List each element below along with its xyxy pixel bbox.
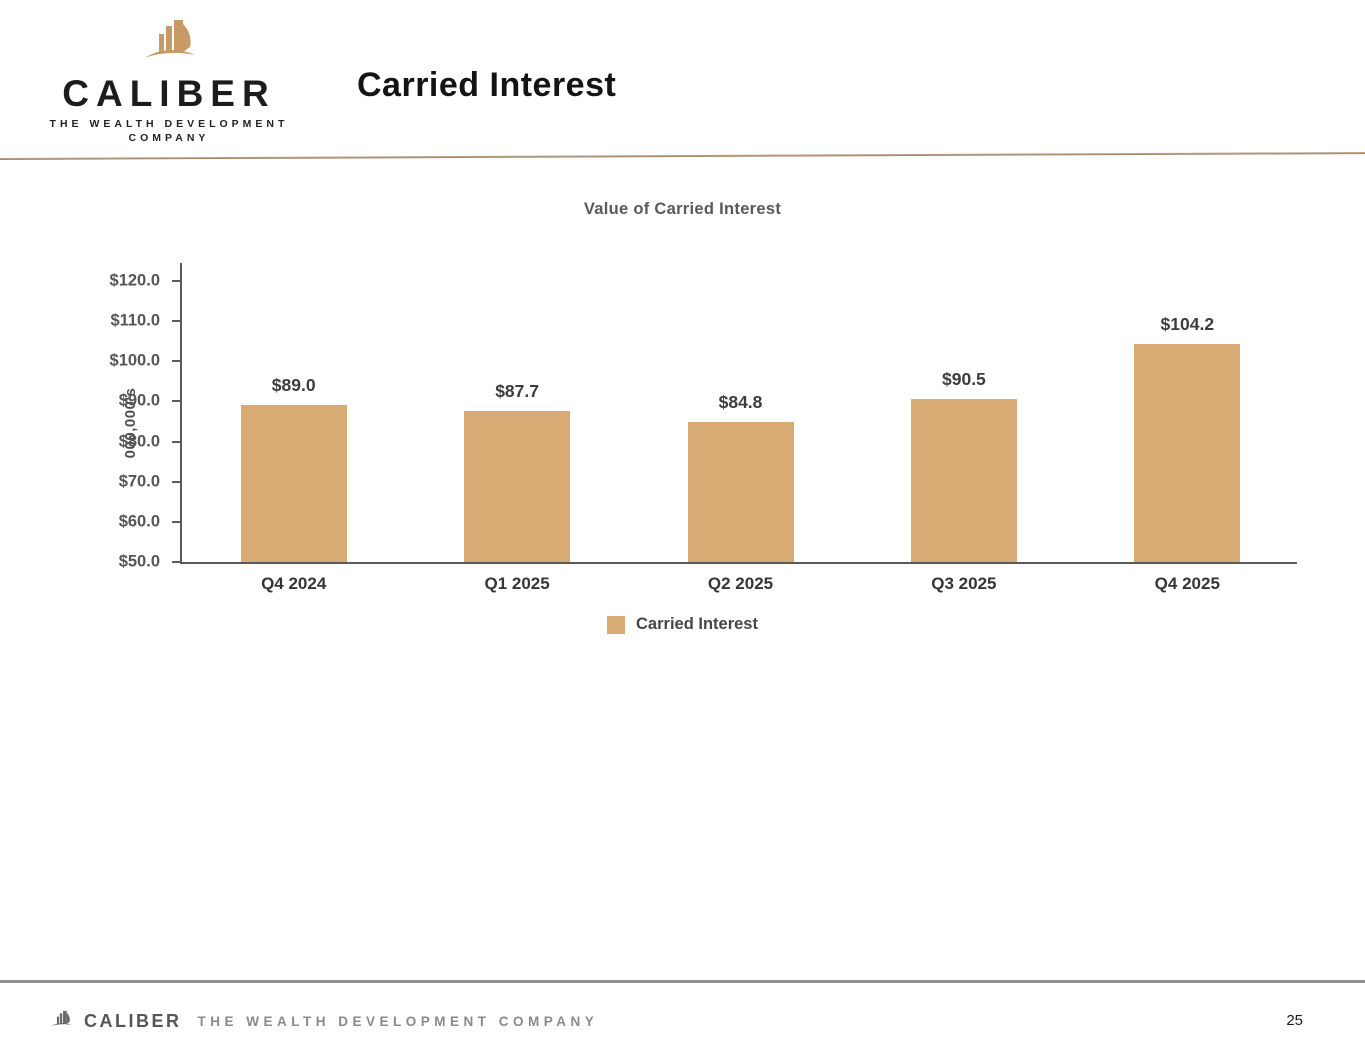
y-axis-tick-label: $120.0 [109,271,160,290]
y-axis-tick [172,320,181,323]
caliber-building-icon-small [48,1008,74,1035]
y-axis-tick [172,440,181,443]
y-axis-tick-label: $110.0 [110,311,160,330]
plot-area: $50.0 $60.0 $70.0 $80.0 $90.0 $100.0 $110.0 $12… [110,263,1297,593]
y-axis-tick-label: $100.0 [109,351,160,370]
chart-title: Value of Carried Interest [583,200,782,218]
bar-value-label: $87.7 [495,380,539,401]
bar [1134,344,1241,562]
y-axis-tick-label: $90.0 [118,391,160,410]
y-axis-tick [172,360,181,363]
y-axis-title: 000,000's [122,387,139,459]
legend-swatch [607,615,626,634]
bar-value-label: $90.5 [941,369,986,390]
bar-value-label: $89.0 [271,375,316,396]
y-axis-tick [172,280,181,282]
bar [464,410,571,562]
footer-logo: CALIBER THE WEALTH DEVELOPMENT COMPANY [48,1008,598,1035]
x-axis-category-label: Q1 2025 [484,574,550,593]
footer-divider [0,980,1365,983]
y-axis-tick [172,480,181,483]
bar-value-label: $84.8 [718,392,763,413]
logo-wordmark: CALIBER [62,73,276,114]
y-axis-tick [172,561,181,563]
caliber-building-icon [137,14,201,71]
x-axis-category-label: Q4 2024 [261,574,327,593]
x-axis-category-label: Q2 2025 [707,574,774,593]
bar-value-label: $104.2 [1160,314,1215,335]
bar [910,399,1017,562]
bar [687,422,794,562]
y-axis-tick-label: $50.0 [118,552,160,571]
legend-label: Carried Interest [636,615,758,633]
page-title: Carried Interest [357,66,617,104]
y-axis-tick-label: $80.0 [118,432,160,451]
company-logo: CALIBER THE WEALTH DEVELOPMENT COMPANY [48,14,290,145]
y-axis-tick-label: $60.0 [118,512,160,531]
bar [240,405,347,562]
y-axis-tick-label: $70.0 [118,472,160,491]
carried-interest-chart: Value of Carried Interest 000,000's $50.… [0,195,1365,645]
y-axis-tick [172,520,181,523]
footer-wordmark: CALIBER [84,1011,182,1031]
x-axis-category-label: Q4 2025 [1154,574,1220,593]
header-divider [0,152,1365,160]
chart-legend: Carried Interest [0,615,1365,634]
x-axis-category-label: Q3 2025 [931,574,997,593]
footer-tagline: THE WEALTH DEVELOPMENT COMPANY [197,1014,599,1029]
logo-tagline: THE WEALTH DEVELOPMENT COMPANY [49,118,289,145]
page-number: 25 [1286,1012,1303,1029]
y-axis-tick [172,400,181,403]
